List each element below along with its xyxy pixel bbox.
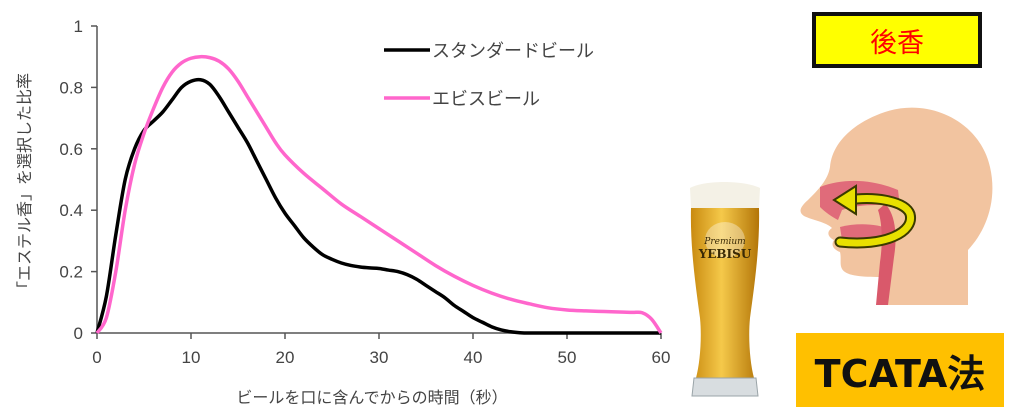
x-tick-label: 0 bbox=[92, 348, 101, 367]
method-label-box: TCATA法 bbox=[796, 333, 1004, 407]
aroma-label-box: 後香 bbox=[812, 12, 982, 68]
glass-emblem bbox=[705, 222, 745, 258]
line-chart: 00.20.40.60.810 10 20 30 40 50 60 スタンダードビールエビス… bbox=[15, 17, 670, 407]
y-tick-label: 1 bbox=[74, 17, 83, 36]
legend-label-1: スタンダードビール bbox=[432, 41, 594, 62]
series-line-1 bbox=[95, 77, 661, 335]
glass-brand: YEBISU bbox=[698, 247, 752, 261]
y-tick-label: 0.4 bbox=[59, 201, 83, 220]
y-tick-label: 0.6 bbox=[59, 140, 83, 159]
method-label: TCATA法 bbox=[814, 351, 986, 396]
y-tick-label: 0.8 bbox=[59, 78, 83, 97]
x-tick-label: 50 bbox=[558, 348, 577, 367]
glass-script: Premium bbox=[703, 237, 745, 247]
chart-series bbox=[95, 54, 663, 335]
head-illustration-icon bbox=[800, 107, 993, 306]
x-tick-label: 40 bbox=[464, 348, 483, 367]
x-tick-label: 10 bbox=[182, 348, 201, 367]
beer-foam bbox=[690, 182, 760, 208]
series-line-2 bbox=[95, 54, 663, 335]
arrow-head bbox=[832, 184, 857, 216]
x-tick-label: 60 bbox=[652, 348, 671, 367]
glass-base bbox=[691, 377, 759, 397]
y-tick-label: 0 bbox=[74, 324, 83, 343]
throat bbox=[876, 204, 896, 305]
x-tick-label: 30 bbox=[370, 348, 389, 367]
y-tick-label: 0.2 bbox=[59, 263, 83, 282]
y-axis-title: 「エステル香」を選択した比率 bbox=[15, 73, 34, 297]
legend-label-2: エビスビール bbox=[432, 89, 540, 110]
beer-glass-icon: Premium YEBISU bbox=[690, 182, 760, 397]
x-tick-label: 20 bbox=[276, 348, 295, 367]
aroma-label: 後香 bbox=[870, 27, 924, 59]
beer-body bbox=[690, 208, 760, 378]
x-axis-title: ビールを口に含んでからの時間（秒） bbox=[236, 388, 507, 407]
chart-axes: 00.20.40.60.810 10 20 30 40 50 60 bbox=[59, 17, 670, 367]
